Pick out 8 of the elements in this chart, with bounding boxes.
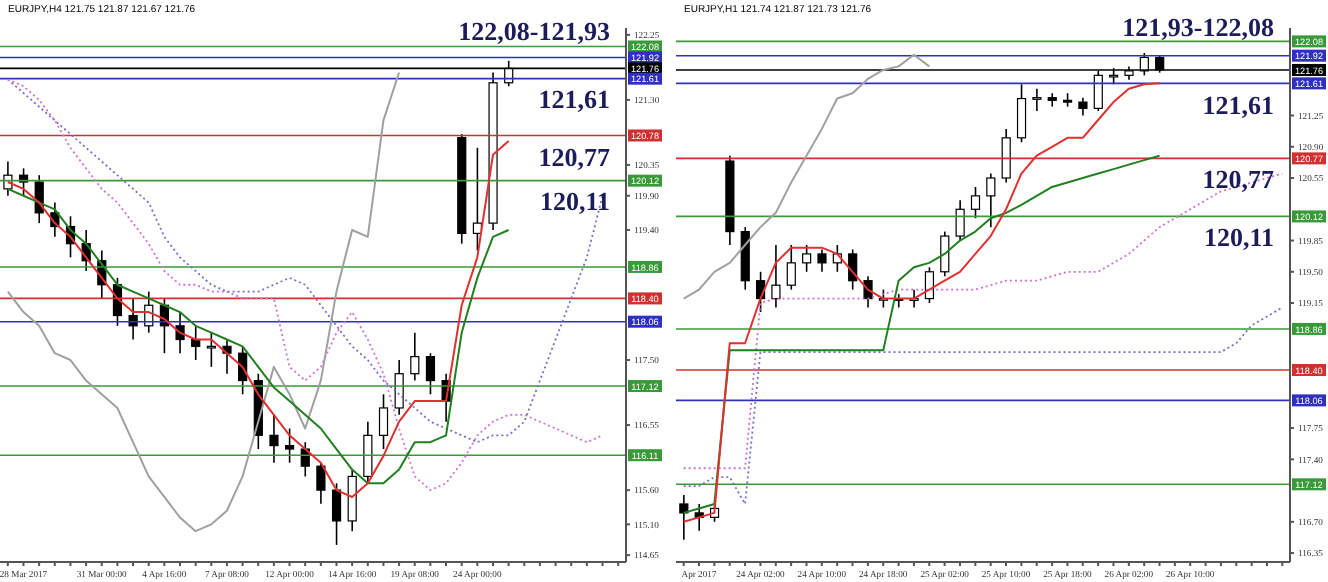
annotation: 120,77 — [538, 141, 610, 174]
annotation: 121,61 — [538, 84, 610, 117]
annotation: 120,77 — [1202, 164, 1274, 197]
annotation: 120,11 — [539, 186, 610, 219]
annotation: 120,11 — [1203, 222, 1274, 255]
annotation: 122,08-121,93 — [458, 16, 610, 49]
annotation: 121,61 — [1202, 89, 1274, 122]
annotation: 121,93-122,08 — [1122, 11, 1274, 44]
